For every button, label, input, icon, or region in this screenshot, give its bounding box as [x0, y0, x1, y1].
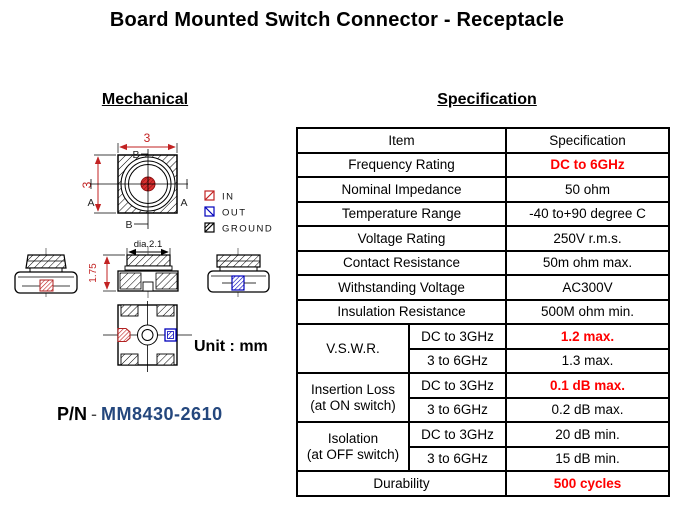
row-label: Contact Resistance: [295, 249, 508, 277]
table-row: Durability 500 cycles: [295, 470, 671, 497]
group-range: DC to 3GHz: [407, 421, 508, 448]
top-view-drawing: 3 3 A A B B: [80, 131, 188, 231]
out-terminal: [231, 275, 245, 291]
mechanical-heading: Mechanical: [101, 91, 189, 108]
group-range: 3 to 6GHz: [407, 396, 508, 424]
table-row: 3 to 6GHz 0.2 dB max.: [297, 396, 671, 424]
table-row: Insulation Resistance 500M ohm min.: [295, 298, 671, 326]
section-label-a-left: A: [87, 197, 94, 209]
dim-top-width: 3: [144, 131, 151, 145]
side-view-right: [207, 248, 270, 297]
row-value: 250V r.m.s.: [505, 225, 671, 252]
table-row: Voltage Rating 250V r.m.s.: [295, 225, 671, 252]
row-label: Voltage Rating: [295, 225, 508, 252]
mechanical-drawing: 3 3 A A B B IN OUT: [14, 131, 273, 372]
legend-out-label: OUT: [222, 208, 247, 219]
group-value: 1.2 max.: [505, 323, 671, 350]
section-label-b-bottom: B: [125, 219, 132, 231]
specification-heading: Specification: [437, 91, 537, 108]
header-specification: Specification: [505, 127, 671, 154]
footer-value: 500 cycles: [505, 470, 671, 497]
in-terminal: [39, 279, 54, 292]
unit-label: Unit : mm: [194, 338, 268, 355]
side-view-middle: dia.2.1 1.75: [88, 239, 179, 298]
table-row: Frequency Rating DC to 6GHz: [295, 151, 671, 179]
table-row: V.S.W.R. DC to 3GHz 1.2 max.: [296, 323, 671, 375]
table-row: Isolation (at OFF switch) DC to 3GHz 20 …: [296, 421, 671, 473]
table-row: Temperature Range -40 to+90 degree C: [295, 200, 671, 228]
row-label: Withstanding Voltage: [295, 274, 508, 301]
part-number-prefix: P/N: [57, 404, 88, 424]
row-value: 500M ohm min.: [505, 298, 671, 326]
row-value: DC to 6GHz: [505, 151, 671, 179]
table-row: Withstanding Voltage AC300V: [295, 274, 671, 301]
specification-table: Item Specification Frequency Rating DC t…: [295, 127, 671, 497]
group-label-isolation: Isolation (at OFF switch): [296, 421, 410, 473]
header-item: Item: [295, 127, 508, 154]
page-title: Board Mounted Switch Connector - Recepta…: [109, 9, 565, 31]
group-range: DC to 3GHz: [407, 323, 508, 350]
table-row: Nominal Impedance 50 ohm: [295, 176, 671, 203]
footer-label: Durability: [295, 470, 508, 497]
dim-body-height: 1.75: [88, 263, 99, 283]
part-number-line: P/N - MM8430-2610: [57, 404, 223, 425]
group-range: DC to 3GHz: [407, 372, 508, 399]
group-label-vswr: V.S.W.R.: [296, 323, 410, 375]
in-pad: [117, 327, 131, 343]
specification-table-container: Item Specification Frequency Rating DC t…: [295, 127, 671, 497]
row-label: Nominal Impedance: [295, 176, 508, 203]
row-label: Frequency Rating: [295, 151, 508, 179]
part-number-separator: -: [91, 404, 98, 424]
row-label: Temperature Range: [295, 200, 508, 228]
table-row: Contact Resistance 50m ohm max.: [295, 249, 671, 277]
bottom-view-drawing: [103, 301, 192, 372]
group-value: 0.2 dB max.: [505, 396, 671, 424]
row-value: 50 ohm: [505, 176, 671, 203]
part-number-value: MM8430-2610: [101, 404, 223, 424]
side-view-left: [14, 248, 78, 297]
group-value: 15 dB min.: [505, 445, 671, 473]
group-range: 3 to 6GHz: [407, 347, 508, 375]
table-row: Insertion Loss (at ON switch) DC to 3GHz…: [296, 372, 671, 424]
group-label-insertion-loss: Insertion Loss (at ON switch): [296, 372, 410, 424]
dim-left-height: 3: [80, 181, 94, 188]
row-value: 50m ohm max.: [505, 249, 671, 277]
row-value: -40 to+90 degree C: [505, 200, 671, 228]
hatch-legend: IN OUT GROUND: [204, 190, 273, 235]
group-range: 3 to 6GHz: [407, 445, 508, 473]
table-header-row: Item Specification: [295, 127, 671, 154]
legend-in-label: IN: [222, 192, 235, 203]
section-label-a-right: A: [180, 197, 187, 209]
row-value: AC300V: [505, 274, 671, 301]
group-value: 1.3 max.: [505, 347, 671, 375]
row-label: Insulation Resistance: [295, 298, 508, 326]
group-value: 0.1 dB max.: [505, 372, 671, 399]
dim-diameter: dia.2.1: [134, 239, 163, 250]
legend-ground-label: GROUND: [222, 224, 273, 235]
group-value: 20 dB min.: [505, 421, 671, 448]
section-label-b-top: B: [132, 149, 139, 161]
